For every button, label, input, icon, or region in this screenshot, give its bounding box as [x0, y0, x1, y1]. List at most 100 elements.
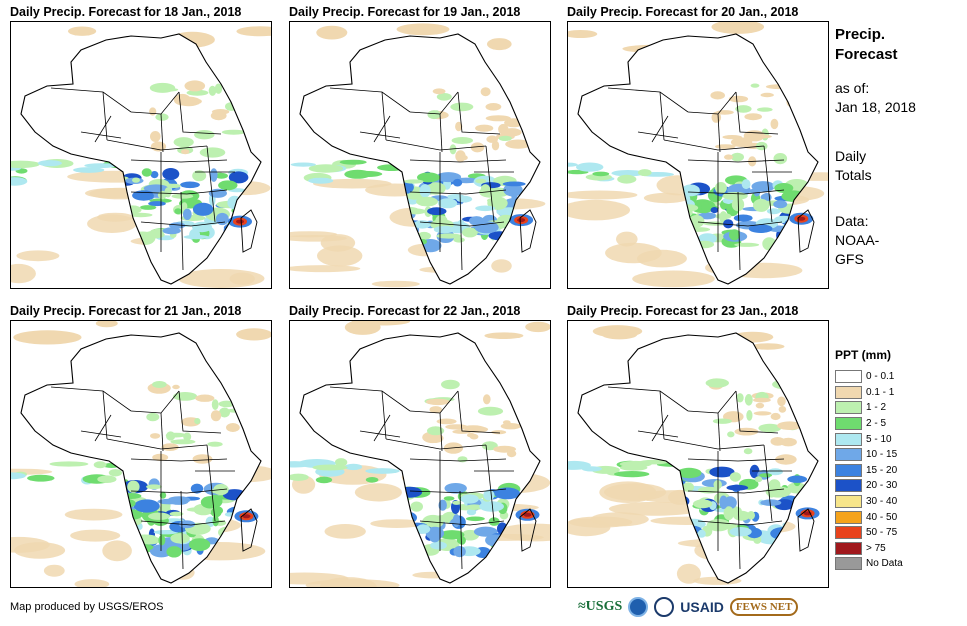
precip-patch: [210, 410, 222, 422]
precip-patch: [129, 212, 153, 218]
precip-patch: [491, 259, 512, 273]
precip-patch: [228, 92, 246, 97]
precip-patch: [491, 140, 500, 151]
precip-patch: [510, 541, 522, 548]
heavy-precip-cell: [517, 218, 526, 223]
precip-patch: [432, 88, 446, 95]
side-title-1: Precip.: [835, 26, 886, 43]
precip-patch: [425, 398, 450, 406]
precip-patch: [590, 512, 649, 527]
precip-patch: [212, 515, 219, 527]
legend-item: > 75: [835, 541, 965, 557]
precip-patch: [155, 113, 169, 121]
state-dept-seal-icon: [654, 597, 675, 617]
precip-patch: [730, 137, 753, 147]
precip-patch: [462, 227, 478, 238]
precip-patch: [150, 433, 161, 439]
precip-patch: [16, 250, 60, 262]
precip-patch: [173, 137, 194, 148]
precip-map: [10, 320, 272, 588]
precip-patch: [103, 198, 130, 208]
legend-swatch: [835, 385, 862, 399]
country-border: [102, 91, 108, 141]
precip-patch: [733, 510, 751, 521]
country-border: [160, 412, 164, 452]
precip-patch: [97, 475, 117, 483]
precip-patch: [755, 402, 765, 409]
precip-patch: [477, 406, 504, 416]
precip-patch: [746, 410, 753, 421]
precip-patch: [726, 484, 749, 491]
precip-patch: [395, 544, 408, 550]
precip-patch: [462, 425, 484, 430]
precip-patch: [638, 169, 652, 177]
precip-patch: [164, 187, 172, 198]
precip-patch: [451, 137, 473, 144]
precip-patch: [419, 184, 431, 198]
precip-patch: [317, 245, 363, 267]
precip-patch: [568, 199, 630, 221]
precip-patch: [485, 115, 511, 122]
precip-patch: [315, 476, 333, 484]
precip-patch: [394, 236, 400, 248]
precip-patch: [123, 205, 142, 214]
country-border: [419, 221, 505, 227]
legend-label: 50 - 75: [866, 527, 898, 539]
precip-patch: [148, 201, 166, 207]
precip-patch: [694, 240, 715, 249]
precip-patch: [730, 152, 744, 162]
precip-patch: [37, 160, 62, 167]
precip-patch: [568, 30, 598, 38]
precip-patch: [759, 473, 773, 478]
precip-patch: [118, 499, 136, 508]
precip-patch: [177, 269, 265, 288]
country-border: [385, 139, 487, 151]
precip-patch: [401, 541, 419, 550]
precip-map: [10, 21, 272, 289]
precip-patch: [643, 192, 689, 204]
precip-patch: [166, 546, 182, 558]
side-title-2: Forecast: [835, 46, 898, 63]
country-border: [687, 458, 785, 462]
forecast-panel-23: Daily Precip. Forecast for 23 Jan., 2018: [567, 304, 829, 588]
country-border: [130, 189, 228, 195]
precip-patch: [710, 207, 719, 214]
precip-patch: [791, 231, 805, 242]
precip-patch: [475, 178, 487, 184]
precip-patch: [705, 378, 729, 388]
fews-net-logo: FEWS NET: [729, 598, 799, 616]
precip-patch: [199, 147, 226, 158]
precip-patch: [387, 239, 402, 250]
precip-patch: [503, 183, 523, 197]
country-border: [106, 139, 208, 151]
precip-patch: [729, 229, 740, 241]
country-border: [735, 390, 779, 434]
legend-swatch: [835, 417, 862, 431]
precip-patch: [195, 394, 215, 402]
precip-patch: [290, 473, 309, 481]
africa-map: [11, 26, 271, 288]
country-border: [687, 488, 785, 494]
legend-label: 5 - 10: [866, 433, 892, 445]
precip-patch: [11, 472, 26, 480]
precip-patch: [153, 530, 179, 535]
precip-patch: [757, 107, 773, 112]
precip-patch: [349, 170, 383, 178]
precip-patch: [43, 564, 65, 577]
precip-patch: [496, 523, 550, 542]
precip-patch: [194, 418, 201, 425]
precip-patch: [390, 551, 410, 562]
precip-patch: [365, 468, 400, 474]
precip-patch: [778, 406, 787, 413]
precip-patch: [183, 234, 209, 240]
precip-patch: [174, 208, 182, 215]
legend-label: 20 - 30: [866, 480, 898, 492]
legend-label: > 75: [866, 542, 886, 554]
precip-patch: [475, 205, 496, 212]
precip-patch: [469, 433, 479, 440]
country-border: [178, 390, 222, 434]
precip-patch: [139, 205, 157, 210]
precip-patch: [772, 379, 798, 390]
precip-patch: [750, 343, 785, 350]
madagascar-outline: [519, 209, 537, 253]
